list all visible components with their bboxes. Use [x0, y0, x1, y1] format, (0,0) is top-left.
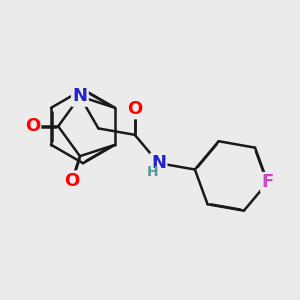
Text: H: H — [147, 165, 159, 179]
Text: N: N — [72, 87, 87, 105]
Text: O: O — [25, 117, 40, 135]
Text: O: O — [64, 172, 80, 190]
Text: F: F — [262, 173, 274, 191]
Text: N: N — [151, 154, 166, 172]
Text: O: O — [127, 100, 142, 118]
